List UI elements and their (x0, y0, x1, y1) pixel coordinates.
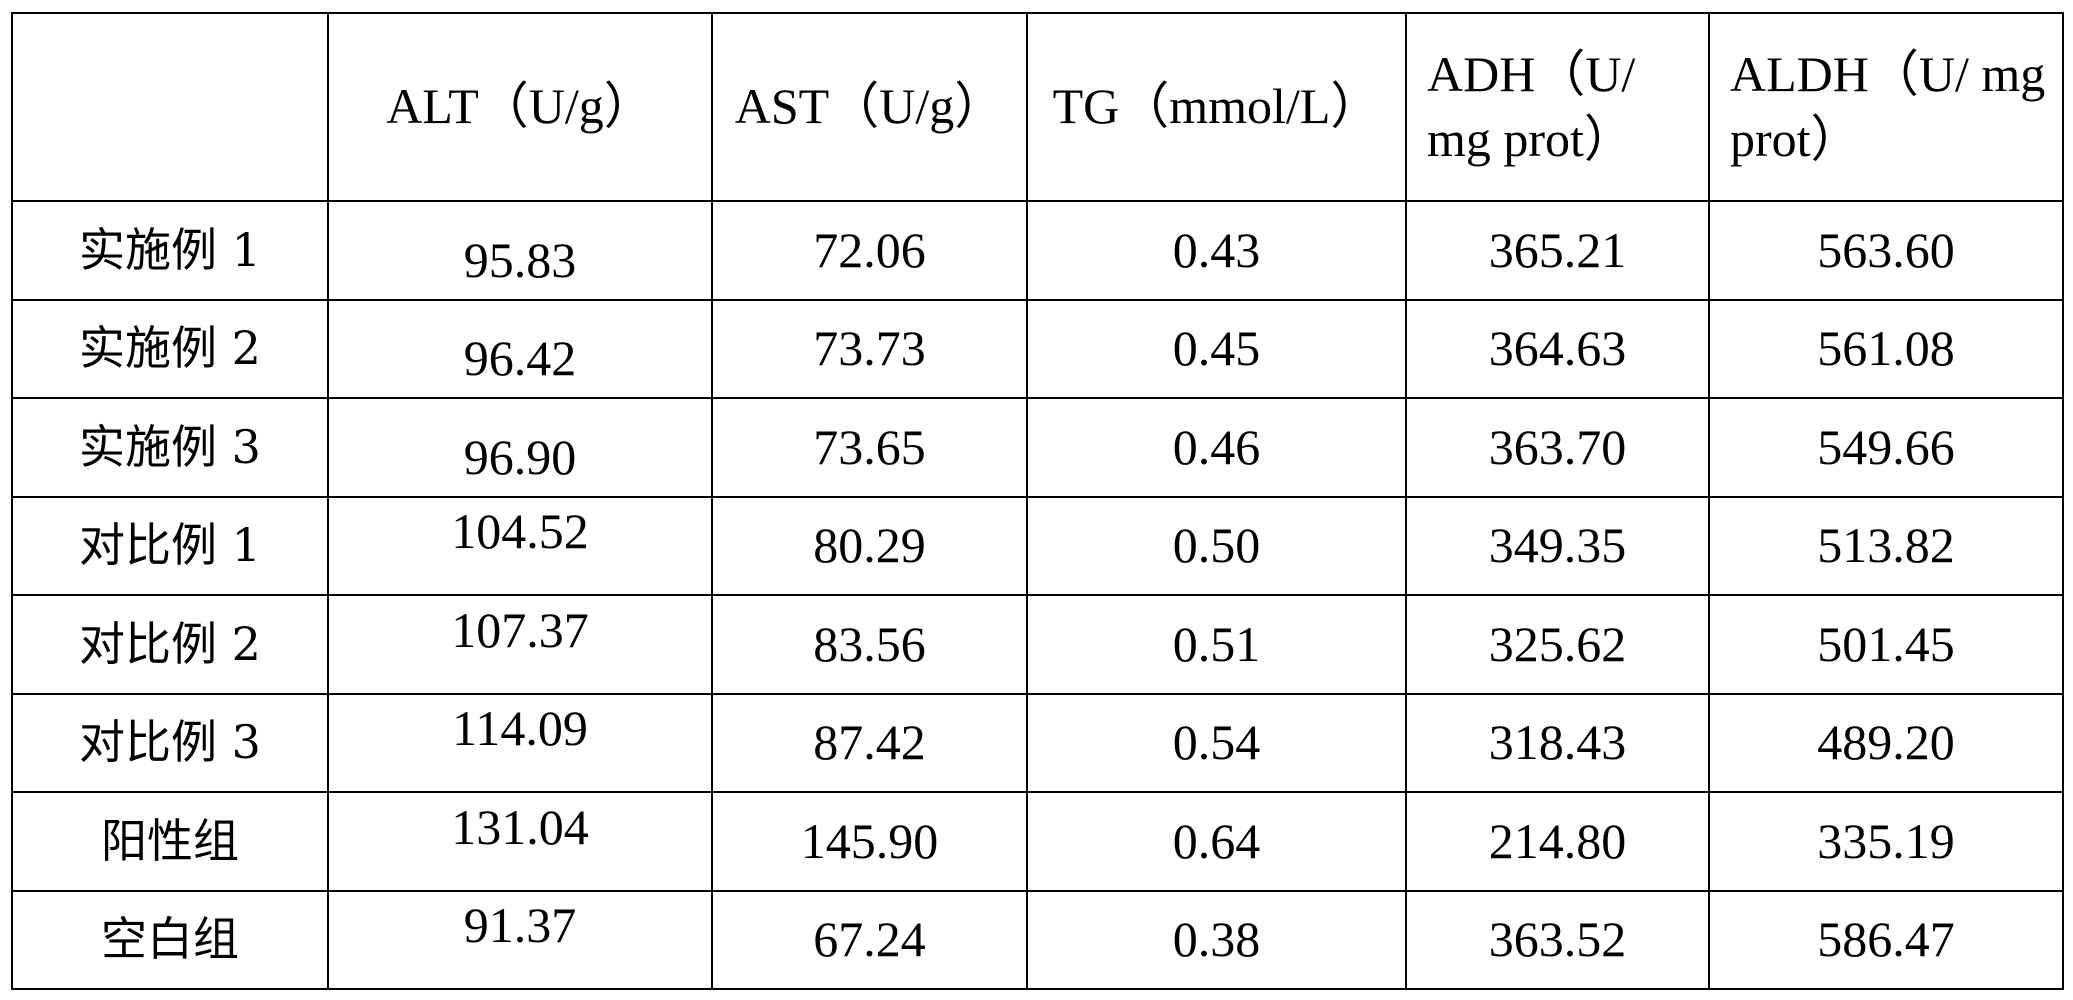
cell-tg: 0.64 (1026, 791, 1407, 892)
header-ast: AST（U/g） (711, 12, 1028, 202)
cell-alt-value: 95.83 (463, 231, 577, 288)
cell-adh: 365.21 (1405, 200, 1710, 301)
cell-adh: 364.63 (1405, 298, 1710, 399)
cell-tg: 0.45 (1026, 298, 1407, 399)
cell-ast: 73.73 (711, 298, 1028, 399)
table-row: 对比例 3 114.09 87.42 0.54 318.43 489.20 (11, 692, 2064, 793)
header-alt: ALT（U/g） (327, 12, 713, 202)
cell-alt-value: 91.37 (463, 897, 577, 953)
header-aldh-label: ALDH（U/ mg prot） (1730, 46, 2046, 167)
cell-adh: 214.80 (1405, 791, 1710, 892)
table-row: 实施例 2 96.42 73.73 0.45 364.63 561.08 (11, 298, 2064, 399)
table-row: 空白组 91.37 67.24 0.38 363.52 586.47 (11, 889, 2064, 990)
table-row: 对比例 2 107.37 83.56 0.51 325.62 501.45 (11, 594, 2064, 695)
row-label: 对比例 1 (11, 495, 329, 596)
data-table: ALT（U/g） AST（U/g） TG（mmol/L） ADH（U/ mg p… (11, 12, 2064, 990)
cell-tg: 0.54 (1026, 692, 1407, 793)
cell-ast: 83.56 (711, 594, 1028, 695)
cell-alt: 96.42 (327, 298, 713, 399)
header-tg: TG（mmol/L） (1026, 12, 1407, 202)
cell-alt-value: 96.42 (463, 330, 577, 386)
header-tg-label: TG（mmol/L） (1052, 78, 1381, 135)
cell-alt: 95.83 (327, 200, 713, 301)
cell-aldh: 586.47 (1708, 889, 2064, 990)
cell-alt-value: 104.52 (451, 503, 589, 559)
cell-adh: 363.70 (1405, 397, 1710, 498)
cell-tg: 0.38 (1026, 889, 1407, 990)
cell-tg: 0.50 (1026, 495, 1407, 596)
corner-cell (11, 12, 329, 202)
row-label: 空白组 (11, 889, 329, 990)
cell-ast: 72.06 (711, 200, 1028, 301)
cell-tg: 0.51 (1026, 594, 1407, 695)
row-label: 对比例 3 (11, 692, 329, 793)
cell-aldh: 549.66 (1708, 397, 2064, 498)
cell-alt-value: 107.37 (451, 601, 589, 658)
cell-adh: 325.62 (1405, 594, 1710, 695)
cell-alt: 107.37 (327, 594, 713, 695)
cell-aldh: 335.19 (1708, 791, 2064, 892)
row-label: 实施例 2 (11, 298, 329, 399)
row-label: 实施例 3 (11, 397, 329, 498)
cell-alt-value: 131.04 (451, 798, 589, 855)
header-ast-label: AST（U/g） (734, 78, 1005, 135)
cell-aldh: 489.20 (1708, 692, 2064, 793)
row-label: 实施例 1 (11, 200, 329, 301)
cell-alt: 131.04 (327, 791, 713, 892)
cell-aldh: 501.45 (1708, 594, 2064, 695)
cell-tg: 0.43 (1026, 200, 1407, 301)
cell-aldh: 513.82 (1708, 495, 2064, 596)
header-row: ALT（U/g） AST（U/g） TG（mmol/L） ADH（U/ mg p… (11, 12, 2064, 202)
table-row: 实施例 1 95.83 72.06 0.43 365.21 563.60 (11, 200, 2064, 301)
cell-ast: 67.24 (711, 889, 1028, 990)
cell-adh: 363.52 (1405, 889, 1710, 990)
row-label: 阳性组 (11, 791, 329, 892)
cell-alt: 96.90 (327, 397, 713, 498)
header-adh: ADH（U/ mg prot） (1405, 12, 1710, 202)
cell-alt: 114.09 (327, 692, 713, 793)
table-row: 实施例 3 96.90 73.65 0.46 363.70 549.66 (11, 397, 2064, 498)
header-adh-label: ADH（U/ mg prot） (1427, 46, 1636, 167)
header-aldh: ALDH（U/ mg prot） (1708, 12, 2064, 202)
cell-adh: 318.43 (1405, 692, 1710, 793)
cell-alt-value: 96.90 (463, 428, 577, 485)
cell-adh: 349.35 (1405, 495, 1710, 596)
cell-aldh: 561.08 (1708, 298, 2064, 399)
cell-alt: 91.37 (327, 889, 713, 990)
cell-alt-value: 114.09 (452, 700, 588, 756)
table-row: 对比例 1 104.52 80.29 0.50 349.35 513.82 (11, 495, 2064, 596)
cell-ast: 145.90 (711, 791, 1028, 892)
row-label: 对比例 2 (11, 594, 329, 695)
cell-aldh: 563.60 (1708, 200, 2064, 301)
cell-ast: 73.65 (711, 397, 1028, 498)
header-alt-label: ALT（U/g） (386, 78, 654, 135)
table-row: 阳性组 131.04 145.90 0.64 214.80 335.19 (11, 791, 2064, 892)
cell-ast: 87.42 (711, 692, 1028, 793)
cell-tg: 0.46 (1026, 397, 1407, 498)
cell-ast: 80.29 (711, 495, 1028, 596)
cell-alt: 104.52 (327, 495, 713, 596)
